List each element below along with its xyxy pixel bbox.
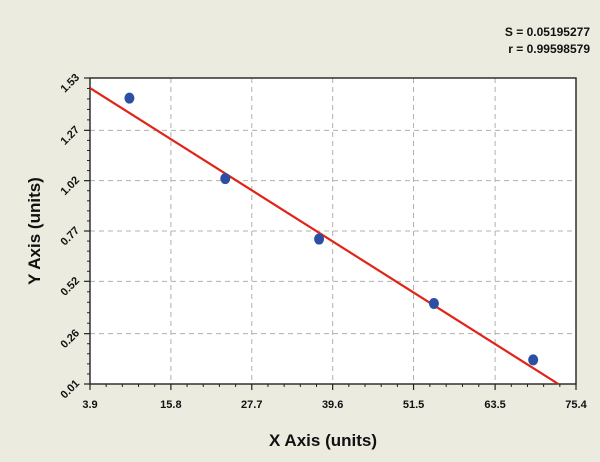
y-axis-title: Y Axis (units) (25, 177, 44, 285)
data-point (428, 297, 439, 309)
x-tick-label: 51.5 (403, 399, 424, 411)
y-tick-label: 0.26 (58, 327, 82, 351)
y-tick-label: 1.53 (58, 72, 82, 96)
data-point (528, 354, 539, 366)
data-point (314, 233, 325, 245)
y-tick-label: 0.52 (58, 275, 82, 299)
x-tick-label: 39.6 (322, 399, 343, 411)
y-tick-label: 0.01 (58, 378, 82, 402)
x-tick-label: 3.9 (82, 399, 97, 411)
x-tick-label: 15.8 (160, 399, 181, 411)
x-tick-label: 75.4 (565, 399, 587, 411)
x-axis-title: X Axis (units) (269, 431, 377, 450)
stat-s-value: S = 0.05195277 (504, 25, 590, 39)
data-point (220, 173, 231, 185)
x-tick-label: 27.7 (241, 399, 262, 411)
y-tick-label: 1.02 (58, 174, 82, 198)
data-point (124, 92, 135, 104)
regression-line (89, 87, 559, 385)
stat-r-value: r = 0.99598579 (508, 42, 590, 56)
x-tick-label: 63.5 (484, 399, 505, 411)
y-tick-label: 1.27 (58, 124, 82, 148)
statistics-box: S = 0.05195277 r = 0.99598579 (505, 24, 590, 58)
y-tick-label: 0.77 (58, 225, 82, 249)
